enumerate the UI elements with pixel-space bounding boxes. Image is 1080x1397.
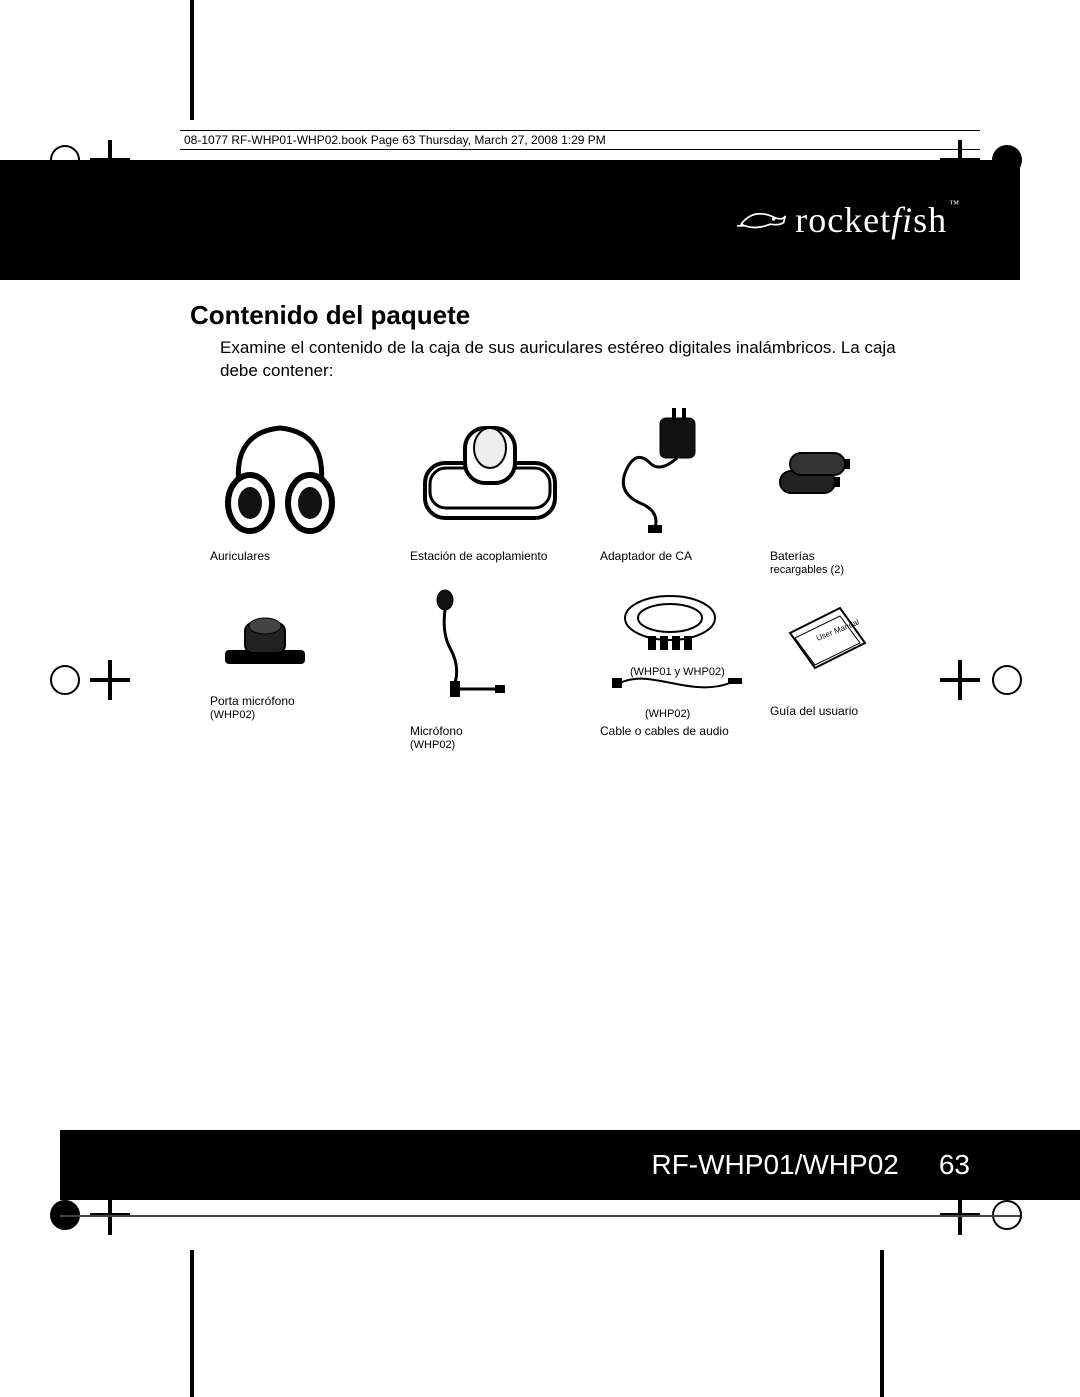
item-batteries: Baterías recargables (2) (770, 403, 910, 576)
pdf-header-meta: 08-1077 RF-WHP01-WHP02.book Page 63 Thur… (180, 130, 980, 150)
trademark: ™ (949, 199, 960, 210)
crop-circle (50, 665, 80, 695)
section-intro: Examine el contenido de la caja de sus a… (220, 337, 930, 383)
crop-plus-icon (90, 660, 130, 700)
crop-mark (190, 1250, 194, 1397)
mic-holder-icon (210, 588, 330, 688)
dock-icon (410, 403, 570, 543)
document-page: 08-1077 RF-WHP01-WHP02.book Page 63 Thur… (0, 0, 1080, 1397)
package-contents-grid: Auriculares Estación de acoplamiento (210, 403, 930, 751)
crop-mark (880, 1250, 884, 1397)
brand-name: rocketfish™ (795, 199, 960, 241)
cable-variant-2: (WHP02) (645, 708, 690, 720)
item-adapter: Adaptador de CA (600, 403, 770, 576)
item-label: Cable o cables de audio (600, 724, 729, 739)
item-sublabel: (WHP02) (210, 709, 255, 721)
item-sublabel: recargables (2) (770, 564, 844, 576)
footer-separator (60, 1215, 1020, 1217)
item-label: Adaptador de CA (600, 549, 692, 564)
fish-icon (737, 205, 787, 235)
item-sublabel: (WHP02) (410, 739, 455, 751)
cable-variant-1: (WHP01 y WHP02) (630, 666, 725, 678)
main-content: Contenido del paquete Examine el conteni… (190, 300, 930, 751)
item-label: Micrófono (410, 724, 463, 739)
crop-plus-icon (940, 660, 980, 700)
manual-icon: User Manual (770, 588, 880, 698)
footer-banner: RF-WHP01/WHP02 63 (60, 1130, 1080, 1200)
rocketfish-logo: rocketfish™ (737, 199, 960, 241)
batteries-icon (770, 403, 860, 543)
item-label: Guía del usuario (770, 704, 858, 719)
crop-mark (190, 0, 194, 120)
item-headphones: Auriculares (210, 403, 410, 576)
cables-icon (600, 588, 750, 718)
headphones-icon (210, 403, 350, 543)
item-dock: Estación de acoplamiento (410, 403, 600, 576)
item-label: Baterías (770, 549, 815, 564)
item-label: Porta micrófono (210, 694, 295, 709)
section-title: Contenido del paquete (190, 300, 930, 331)
crop-circle (992, 665, 1022, 695)
footer-page-number: 63 (939, 1149, 970, 1181)
item-mic-holder: Porta micrófono (WHP02) (210, 588, 410, 751)
item-microphone: Micrófono (WHP02) (410, 588, 600, 751)
item-label: Auriculares (210, 549, 270, 564)
brand-banner: rocketfish™ (0, 160, 1020, 280)
microphone-icon (410, 588, 510, 718)
item-audio-cables: (WHP01 y WHP02) (WHP02) Cable o cables d… (600, 588, 770, 751)
footer-model: RF-WHP01/WHP02 (651, 1149, 898, 1181)
item-user-guide: User Manual Guía del usuario (770, 588, 910, 751)
adapter-icon (600, 403, 720, 543)
item-label: Estación de acoplamiento (410, 549, 547, 564)
